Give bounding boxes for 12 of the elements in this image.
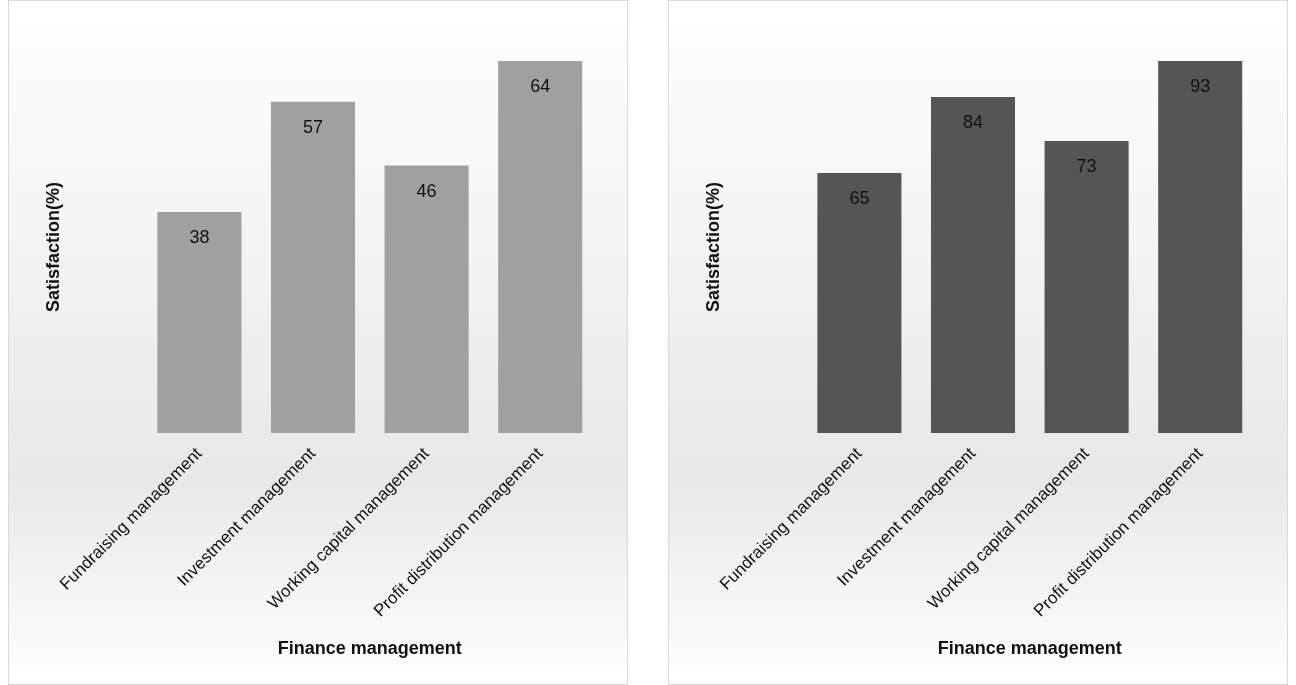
data-label: 65 xyxy=(849,187,870,208)
data-label: 46 xyxy=(416,180,437,201)
x-axis-title: Finance management xyxy=(937,638,1122,659)
data-label: 38 xyxy=(189,227,210,248)
x-axis-title: Finance management xyxy=(277,638,462,659)
data-label: 73 xyxy=(1076,155,1097,176)
data-label: 64 xyxy=(530,75,551,96)
data-label: 93 xyxy=(1190,75,1211,96)
y-axis-title: Satisfaction(%) xyxy=(702,181,723,312)
y-axis-title: Satisfaction(%) xyxy=(42,181,63,312)
data-label: 84 xyxy=(962,111,984,132)
data-label: 57 xyxy=(302,116,324,137)
